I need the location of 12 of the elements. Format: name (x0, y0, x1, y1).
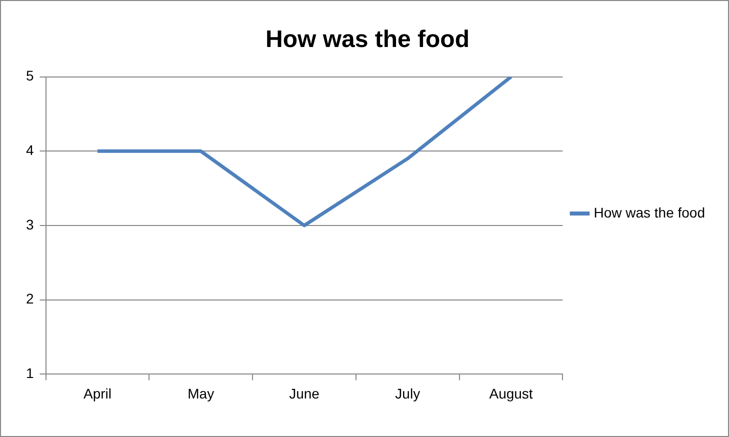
chart-title: How was the food (266, 26, 470, 54)
y-tick-label: 4 (26, 142, 34, 158)
y-tick-label: 1 (26, 365, 34, 382)
y-tick-label: 5 (26, 68, 34, 84)
x-tick-label: August (489, 385, 533, 402)
y-tick-label: 3 (26, 216, 34, 232)
y-tick-label: 2 (26, 290, 34, 307)
x-tick-label: April (83, 385, 112, 402)
x-tick-label: July (395, 385, 420, 402)
legend-label: How was the food (594, 204, 706, 220)
x-tick-label: June (289, 385, 320, 402)
x-tick-label: May (188, 385, 214, 402)
